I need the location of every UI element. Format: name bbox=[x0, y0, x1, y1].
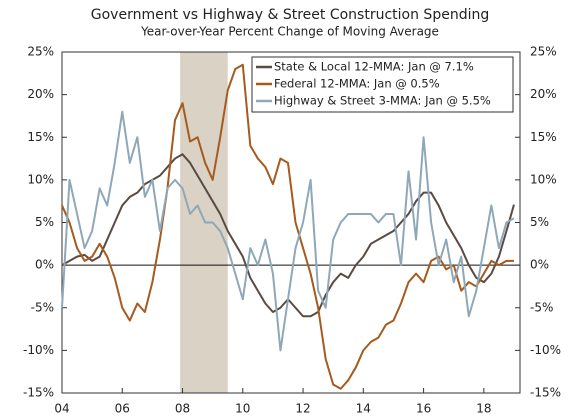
x-tick-label: 18 bbox=[476, 402, 491, 416]
x-tick-label: 16 bbox=[416, 402, 431, 416]
series-line bbox=[61, 63, 514, 390]
y2-tick-label: 0% bbox=[530, 258, 549, 272]
legend-box bbox=[251, 56, 514, 113]
x-tick-label: 10 bbox=[235, 402, 250, 416]
legend-label: State & Local 12-MMA: Jan @ 7.1% bbox=[274, 60, 474, 74]
x-tick-label: 04 bbox=[54, 402, 69, 416]
series-line bbox=[61, 110, 515, 352]
y2-tick-label: -10% bbox=[530, 343, 561, 357]
x-tick-label: 14 bbox=[356, 402, 371, 416]
y2-tick-label: -15% bbox=[530, 386, 561, 400]
y-tick-label: -10% bbox=[23, 343, 54, 357]
y2-tick-label: -5% bbox=[530, 300, 553, 314]
y-tick-label: 10% bbox=[27, 172, 54, 186]
y2-tick-label: 10% bbox=[530, 172, 557, 186]
y2-tick-label: 20% bbox=[530, 87, 557, 101]
y-tick-label: 20% bbox=[27, 87, 54, 101]
shaded-region bbox=[180, 52, 228, 393]
chart-title: Government vs Highway & Street Construct… bbox=[91, 7, 489, 23]
y-tick-label: 25% bbox=[27, 45, 54, 59]
series-line bbox=[61, 153, 515, 318]
x-tick-label: 08 bbox=[175, 402, 190, 416]
x-tick-label: 12 bbox=[295, 402, 310, 416]
y-tick-label: 5% bbox=[35, 215, 54, 229]
chart-subtitle: Year-over-Year Percent Change of Moving … bbox=[140, 25, 439, 39]
legend-label: Highway & Street 3-MMA: Jan @ 5.5% bbox=[274, 94, 491, 108]
y2-tick-label: 15% bbox=[530, 130, 557, 144]
y-tick-label: 15% bbox=[27, 130, 54, 144]
y2-tick-label: 25% bbox=[530, 45, 557, 59]
y-tick-label: -5% bbox=[31, 300, 54, 314]
y-tick-label: -15% bbox=[23, 386, 54, 400]
x-tick-label: 06 bbox=[115, 402, 130, 416]
legend-label: Federal 12-MMA: Jan @ 0.5% bbox=[274, 77, 440, 91]
y-tick-label: 0% bbox=[35, 258, 54, 272]
y2-tick-label: 5% bbox=[530, 215, 549, 229]
